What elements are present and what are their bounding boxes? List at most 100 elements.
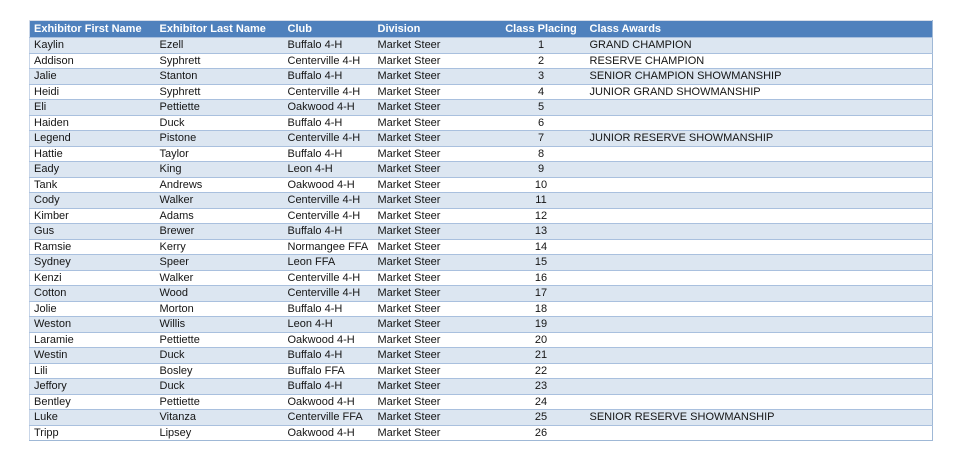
table-cell: [582, 269, 933, 286]
table-cell: Market Steer: [373, 362, 500, 379]
table-cell: [582, 285, 933, 301]
table-cell: Duck: [155, 114, 284, 131]
table-row: Ramsie Kerry Normangee FFA Market Steer 14: [29, 238, 933, 255]
table-cell: 14: [499, 238, 583, 255]
table-row: Jeffory Duck Buffalo 4-H Market Steer 23: [29, 378, 933, 394]
table-cell: Market Steer: [373, 424, 500, 441]
table-cell: Normangee FFA: [283, 238, 374, 255]
table-cell: Market Steer: [373, 393, 500, 410]
table-cell: Weston: [29, 316, 156, 332]
column-header-class-awards: Class Awards: [582, 20, 933, 38]
table-cell: Wood: [155, 285, 284, 301]
table-cell: Buffalo 4-H: [283, 378, 374, 394]
table-cell: 20: [499, 331, 583, 348]
table-cell: Kenzi: [29, 269, 156, 286]
table-cell: Eli: [29, 99, 156, 115]
table-cell: Bosley: [155, 362, 284, 379]
table-cell: Market Steer: [373, 68, 500, 84]
table-cell: [582, 331, 933, 348]
table-cell: Centerville 4-H: [283, 269, 374, 286]
table-row: Jolie Morton Buffalo 4-H Market Steer 18: [29, 300, 933, 317]
table-cell: SENIOR RESERVE SHOWMANSHIP: [582, 409, 933, 425]
column-header-class-placing: Class Placing: [499, 20, 583, 38]
table-header: Exhibitor First Name Exhibitor Last Name…: [29, 20, 933, 38]
table-cell: Centerville 4-H: [283, 83, 374, 100]
table-cell: Market Steer: [373, 238, 500, 255]
table-cell: 2: [499, 52, 583, 69]
table-cell: 18: [499, 300, 583, 317]
table-cell: Andrews: [155, 176, 284, 193]
column-header-club: Club: [283, 20, 374, 38]
table-row: Eli Pettiette Oakwood 4-H Market Steer 5: [29, 99, 933, 115]
column-header-exhibitor-last-name: Exhibitor Last Name: [155, 20, 284, 38]
table-cell: Westin: [29, 347, 156, 363]
table-cell: [582, 362, 933, 379]
table-cell: Oakwood 4-H: [283, 424, 374, 441]
table-cell: Taylor: [155, 145, 284, 162]
table-cell: Cody: [29, 192, 156, 208]
table-row: Laramie Pettiette Oakwood 4-H Market Steer 2…: [29, 331, 933, 348]
table-cell: Oakwood 4-H: [283, 99, 374, 115]
table-cell: Luke: [29, 409, 156, 425]
column-header-exhibitor-first-name: Exhibitor First Name: [29, 20, 156, 38]
table-cell: Market Steer: [373, 223, 500, 239]
table-cell: Market Steer: [373, 176, 500, 193]
table-cell: Market Steer: [373, 331, 500, 348]
table-row: Lili Bosley Buffalo FFA Market Steer 22: [29, 362, 933, 379]
table-cell: Pistone: [155, 130, 284, 146]
table-cell: Market Steer: [373, 52, 500, 69]
table-cell: Legend: [29, 130, 156, 146]
table-cell: Leon FFA: [283, 254, 374, 270]
table-cell: 8: [499, 145, 583, 162]
table-row: Eady King Leon 4-H Market Steer 9: [29, 161, 933, 177]
table-cell: Syphrett: [155, 52, 284, 69]
table-row: Luke Vitanza Centerville FFA Market Steer 25…: [29, 409, 933, 425]
table-cell: Buffalo 4-H: [283, 114, 374, 131]
table-cell: 9: [499, 161, 583, 177]
table-cell: Leon 4-H: [283, 316, 374, 332]
table-cell: Gus: [29, 223, 156, 239]
table-cell: Buffalo 4-H: [283, 37, 374, 53]
table-cell: GRAND CHAMPION: [582, 37, 933, 53]
table-cell: Market Steer: [373, 300, 500, 317]
table-cell: Eady: [29, 161, 156, 177]
table-cell: [582, 347, 933, 363]
table-cell: Buffalo 4-H: [283, 68, 374, 84]
table-cell: Ezell: [155, 37, 284, 53]
table-cell: RESERVE CHAMPION: [582, 52, 933, 69]
table-row: Bentley Pettiette Oakwood 4-H Market Steer 2…: [29, 393, 933, 410]
table-row: Jalie Stanton Buffalo 4-H Market Steer 3 SENI…: [29, 68, 933, 84]
table-cell: 12: [499, 207, 583, 224]
table-cell: Market Steer: [373, 207, 500, 224]
table-cell: Duck: [155, 347, 284, 363]
table-cell: Buffalo 4-H: [283, 145, 374, 162]
table-row: Kenzi Walker Centerville 4-H Market Steer 16: [29, 269, 933, 286]
table-cell: Addison: [29, 52, 156, 69]
table-row: Heidi Syphrett Centerville 4-H Market Steer…: [29, 83, 933, 100]
table-cell: SENIOR CHAMPION SHOWMANSHIP: [582, 68, 933, 84]
table-cell: Market Steer: [373, 99, 500, 115]
table-cell: Duck: [155, 378, 284, 394]
table-cell: 3: [499, 68, 583, 84]
table-row: Westin Duck Buffalo 4-H Market Steer 21: [29, 347, 933, 363]
table-cell: [582, 176, 933, 193]
table-cell: Syphrett: [155, 83, 284, 100]
table-row: Addison Syphrett Centerville 4-H Market Ste…: [29, 52, 933, 69]
table-cell: Oakwood 4-H: [283, 176, 374, 193]
table-cell: Jeffory: [29, 378, 156, 394]
table-cell: Cotton: [29, 285, 156, 301]
table-cell: Pettiette: [155, 99, 284, 115]
table-cell: [582, 238, 933, 255]
table-row: Legend Pistone Centerville 4-H Market Steer…: [29, 130, 933, 146]
table-cell: Tank: [29, 176, 156, 193]
table-cell: 24: [499, 393, 583, 410]
table-cell: Centerville FFA: [283, 409, 374, 425]
table-cell: [582, 378, 933, 394]
table-cell: Pettiette: [155, 393, 284, 410]
table-cell: Willis: [155, 316, 284, 332]
table-cell: [582, 223, 933, 239]
table-cell: Haiden: [29, 114, 156, 131]
table-cell: King: [155, 161, 284, 177]
table-cell: Market Steer: [373, 269, 500, 286]
